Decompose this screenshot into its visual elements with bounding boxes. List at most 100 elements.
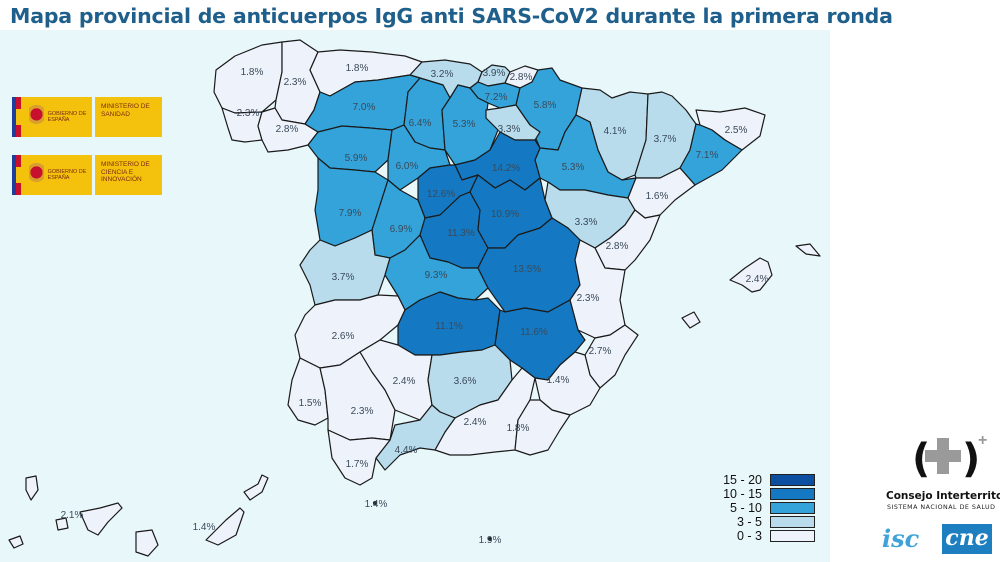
legend-item: 5 - 10 [705, 501, 815, 515]
province-gran-canaria[interactable] [135, 529, 159, 557]
svg-text:6.4%: 6.4% [409, 118, 432, 129]
cis-name: Consejo Interterritorial [886, 490, 1000, 502]
legend-label: 5 - 10 [730, 501, 762, 515]
svg-text:7.9%: 7.9% [339, 208, 362, 219]
svg-text:2.8%: 2.8% [510, 72, 533, 83]
svg-text:3.7%: 3.7% [332, 272, 355, 283]
province-el-hierro[interactable] [8, 535, 24, 549]
svg-text:2.8%: 2.8% [276, 124, 299, 135]
cis-subtitle: SISTEMA NACIONAL DE SALUD [887, 504, 996, 511]
svg-text:4.4%: 4.4% [395, 445, 418, 456]
legend-item: 15 - 20 [705, 473, 815, 487]
legend-swatch [770, 474, 815, 486]
paren-right-icon: ) [962, 436, 981, 482]
legend-item: 3 - 5 [705, 515, 815, 529]
page-title: Mapa provincial de anticuerpos IgG anti … [10, 4, 893, 28]
cne-logo: cne [942, 524, 992, 554]
province-fuerteventura[interactable] [205, 507, 245, 546]
legend-swatch [770, 516, 815, 528]
province-cadiz[interactable] [327, 429, 391, 486]
svg-text:2.3%: 2.3% [577, 293, 600, 304]
eu-flag-icon [12, 155, 16, 195]
svg-text:9.3%: 9.3% [425, 270, 448, 281]
svg-text:11.1%: 11.1% [435, 321, 463, 332]
province-tenerife[interactable] [79, 502, 123, 536]
legend-label: 10 - 15 [723, 487, 762, 501]
svg-text:5.9%: 5.9% [345, 153, 368, 164]
svg-text:3.3%: 3.3% [498, 124, 521, 135]
svg-text:3.9%: 3.9% [483, 68, 506, 79]
svg-text:12.6%: 12.6% [427, 189, 455, 200]
svg-text:2.8%: 2.8% [606, 241, 629, 252]
legend-label: 3 - 5 [736, 515, 762, 529]
svg-text:13.5%: 13.5% [513, 264, 541, 275]
svg-text:14.2%: 14.2% [492, 163, 520, 174]
province-balears-menorca[interactable] [795, 243, 821, 257]
svg-text:2.4%: 2.4% [393, 376, 416, 387]
svg-text:7.2%: 7.2% [485, 92, 508, 103]
health-cross-icon [925, 438, 961, 474]
melilla-marker [488, 537, 492, 541]
ceuta-marker [373, 501, 377, 505]
svg-text:4.1%: 4.1% [604, 126, 627, 137]
province-malaga[interactable] [375, 404, 456, 471]
legend-item: 0 - 3 [705, 529, 815, 543]
province-balears-ibiza[interactable] [681, 311, 701, 329]
svg-text:2.1%: 2.1% [61, 510, 84, 521]
svg-text:7.1%: 7.1% [696, 150, 719, 161]
legend-label: 15 - 20 [723, 473, 762, 487]
svg-text:10.9%: 10.9% [491, 209, 519, 220]
ministerio-label: MINISTERIO DE CIENCIA E INNOVACIÓN [95, 155, 162, 195]
svg-text:2.4%: 2.4% [746, 274, 769, 285]
gobierno-label: GOBIERNO DE ESPAÑA [47, 169, 87, 181]
plus-icon: + [978, 432, 988, 449]
province-lanzarote[interactable] [243, 474, 269, 501]
svg-text:5.3%: 5.3% [453, 119, 476, 130]
legend-swatch [770, 502, 815, 514]
logo-ministerio-ciencia: GOBIERNO DE ESPAÑA MINISTERIO DE CIENCIA… [12, 155, 162, 195]
svg-text:1.5%: 1.5% [299, 398, 322, 409]
paren-left-icon: ( [912, 436, 931, 482]
province-labels: 1.8% 2.3% 2.3% 2.8% 1.8% 3.2% 3.9% 2.8% … [61, 63, 769, 546]
svg-text:1.8%: 1.8% [241, 67, 264, 78]
svg-text:5.3%: 5.3% [562, 162, 585, 173]
province-balears-mallorca[interactable] [729, 257, 773, 293]
svg-text:1.4%: 1.4% [193, 522, 216, 533]
legend-swatch [770, 530, 815, 542]
province-tarragona[interactable] [627, 167, 696, 219]
svg-text:3.3%: 3.3% [575, 217, 598, 228]
svg-text:1.4%: 1.4% [547, 375, 570, 386]
eu-flag-icon [12, 97, 16, 137]
map-legend: 15 - 20 10 - 15 5 - 10 3 - 5 0 - 3 [705, 473, 815, 543]
svg-text:1.4%: 1.4% [365, 499, 388, 510]
svg-text:6.0%: 6.0% [396, 161, 419, 172]
svg-text:3.2%: 3.2% [431, 69, 454, 80]
gobierno-label: GOBIERNO DE ESPAÑA [47, 111, 87, 123]
svg-text:2.4%: 2.4% [464, 417, 487, 428]
spain-flag-icon [15, 97, 22, 137]
province-murcia[interactable] [534, 351, 601, 416]
svg-text:11.6%: 11.6% [520, 327, 548, 338]
svg-text:2.3%: 2.3% [284, 77, 307, 88]
svg-text:3.7%: 3.7% [654, 134, 677, 145]
province-almeria[interactable] [514, 399, 571, 456]
spain-flag-icon [15, 155, 22, 195]
province-la-rioja[interactable] [485, 104, 541, 141]
province-la-gomera[interactable] [55, 517, 69, 531]
svg-text:3.6%: 3.6% [454, 376, 477, 387]
svg-text:2.5%: 2.5% [725, 125, 748, 136]
svg-text:2.3%: 2.3% [351, 406, 374, 417]
logo-ministerio-sanidad: GOBIERNO DE ESPAÑA MINISTERIO DE SANIDAD [12, 97, 162, 137]
coat-of-arms-icon [29, 104, 44, 130]
legend-swatch [770, 488, 815, 500]
svg-text:11.3%: 11.3% [447, 228, 475, 239]
isc-logo: isc [882, 524, 920, 553]
svg-text:2.6%: 2.6% [332, 331, 355, 342]
province-barcelona[interactable] [679, 123, 743, 186]
svg-text:1.8%: 1.8% [507, 423, 530, 434]
svg-text:1.6%: 1.6% [646, 191, 669, 202]
gobierno-espana-badge: GOBIERNO DE ESPAÑA [12, 97, 92, 137]
province-la-palma[interactable] [25, 475, 39, 501]
svg-text:2.3%: 2.3% [237, 108, 260, 119]
